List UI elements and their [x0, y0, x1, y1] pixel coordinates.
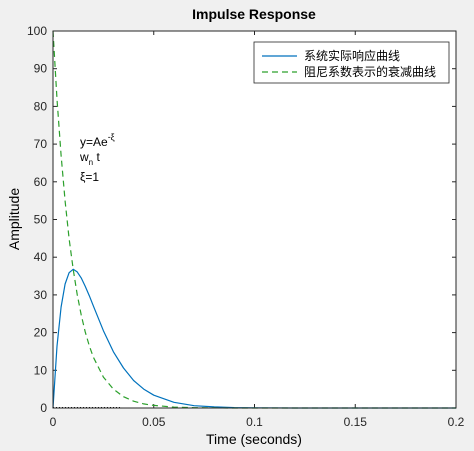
x-tick-label: 0.15	[344, 415, 368, 429]
legend: 系统实际响应曲线 阻尼系数表示的衰减曲线	[253, 41, 450, 84]
y-tick-label: 30	[34, 288, 48, 302]
plot-frame	[52, 30, 457, 409]
annotation: y=Ae-ξ wn t ξ=1	[79, 132, 115, 184]
y-tick-label: 70	[34, 137, 48, 151]
y-tick-label: 10	[34, 363, 48, 377]
annotation-wnt: wn t	[79, 150, 100, 167]
chart-title: Impulse Response	[192, 6, 316, 22]
x-tick-label: 0.1	[246, 415, 263, 429]
legend-box	[253, 41, 450, 84]
annotation-damping: ξ=1	[80, 170, 99, 184]
annotation-equation: y=Ae-ξ	[80, 132, 115, 149]
y-tick-label: 20	[34, 326, 48, 340]
x-tick-label: 0	[50, 415, 57, 429]
y-tick-label: 0	[40, 401, 47, 415]
y-tick-label: 100	[27, 24, 47, 38]
legend-label-actual: 系统实际响应曲线	[304, 48, 400, 63]
x-tick-label: 0.2	[448, 415, 465, 429]
y-tick-label: 40	[34, 250, 48, 264]
plot-area	[53, 31, 456, 408]
y-tick-label: 60	[34, 175, 48, 189]
series-decay-curve-line	[52, 30, 456, 409]
y-tick-label: 90	[34, 62, 48, 76]
legend-label-decay: 阻尼系数表示的衰减曲线	[304, 64, 436, 79]
y-tick-label: 80	[34, 99, 48, 113]
y-tick-label: 50	[34, 213, 48, 227]
y-axis-label: Amplitude	[6, 188, 22, 250]
x-tick-label: 0.05	[142, 415, 166, 429]
x-axis-label: Time (seconds)	[206, 431, 302, 447]
